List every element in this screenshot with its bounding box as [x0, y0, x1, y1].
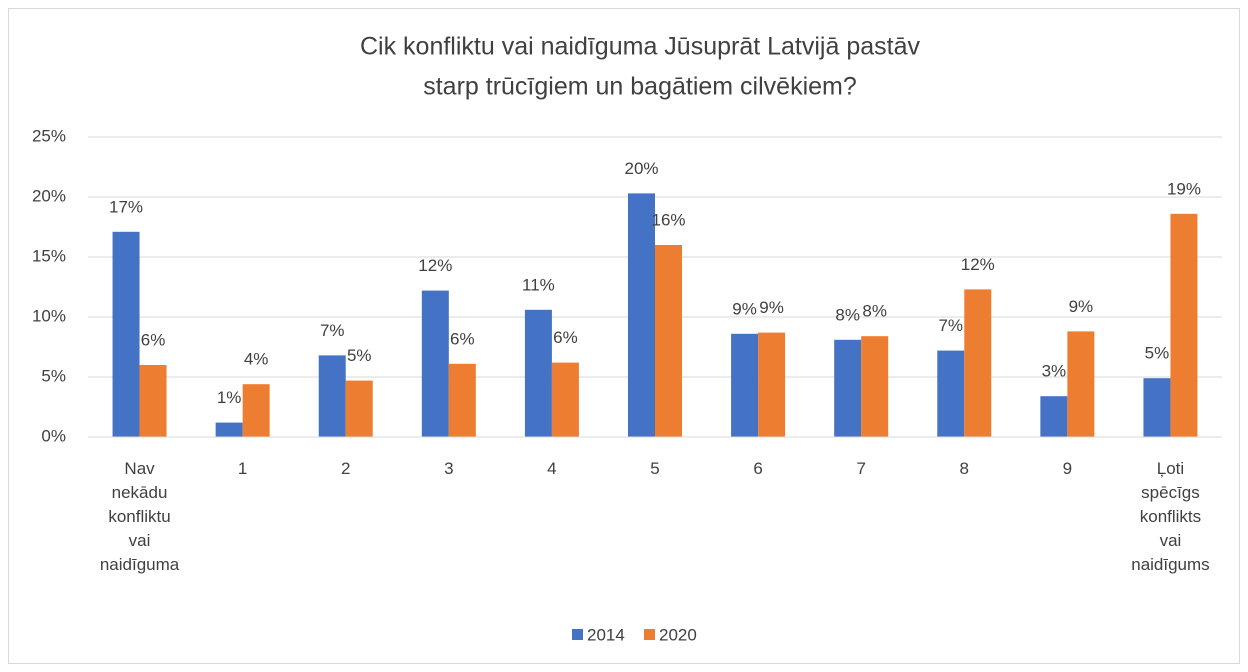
- bar: [628, 193, 655, 437]
- data-label: 12%: [418, 256, 452, 275]
- data-label: 9%: [759, 298, 784, 317]
- data-label: 16%: [651, 210, 685, 229]
- data-label: 9%: [732, 299, 757, 318]
- legend-swatch: [572, 629, 583, 640]
- data-label: 5%: [347, 346, 372, 365]
- x-tick-label: Ļoti spēcīgs konflikts vai naidīgums: [1131, 459, 1209, 574]
- x-tick-label: 5: [650, 459, 659, 478]
- x-tick-label: 6: [753, 459, 762, 478]
- bar: [1040, 396, 1068, 437]
- data-label: 4%: [244, 350, 269, 369]
- bar: [318, 355, 346, 437]
- x-tick-label: 9: [1063, 459, 1072, 478]
- data-label: 17%: [109, 197, 143, 216]
- data-label: 11%: [522, 275, 555, 294]
- chart-border: [8, 8, 1240, 664]
- chart-title: Cik konfliktu vai naidīguma Jūsuprāt Lat…: [360, 33, 921, 61]
- data-label: 9%: [1069, 297, 1094, 316]
- y-tick-label: 25%: [32, 126, 66, 145]
- data-label: 6%: [450, 329, 475, 348]
- data-label: 6%: [553, 328, 578, 347]
- x-tick-label: Nav nekādu konfliktu vai naidīguma: [100, 459, 180, 574]
- bar: [937, 350, 965, 437]
- bar: [112, 231, 140, 437]
- bar: [1143, 378, 1171, 437]
- data-label: 3%: [1042, 362, 1067, 381]
- bar: [861, 336, 889, 437]
- bar: [964, 289, 992, 437]
- x-tick-label: 2: [341, 459, 350, 478]
- y-tick-label: 10%: [32, 306, 66, 325]
- legend-label: 2014: [587, 625, 625, 644]
- x-tick-label: 8: [960, 459, 969, 478]
- y-tick-label: 15%: [32, 246, 66, 265]
- bar: [139, 365, 167, 437]
- bar: [834, 339, 862, 437]
- bar: [655, 245, 682, 437]
- data-label: 8%: [835, 305, 860, 324]
- y-tick-label: 0%: [41, 426, 66, 445]
- data-label: 12%: [961, 255, 995, 274]
- bar: [524, 309, 552, 437]
- data-label: 6%: [141, 330, 166, 349]
- x-tick-label: 1: [238, 459, 247, 478]
- legend-swatch: [644, 629, 655, 640]
- x-tick-label: 4: [547, 459, 556, 478]
- x-tick-label: 3: [444, 459, 453, 478]
- chart-title: starp trūcīgiem un bagātiem cilvēkiem?: [423, 73, 857, 101]
- bar: [215, 422, 243, 437]
- legend-label: 2020: [659, 625, 697, 644]
- data-label: 20%: [624, 159, 658, 178]
- data-label: 5%: [1145, 344, 1170, 363]
- data-label: 1%: [217, 388, 242, 407]
- bar: [1067, 331, 1095, 437]
- y-tick-label: 20%: [32, 186, 66, 205]
- bar: [345, 380, 373, 437]
- bar: [551, 362, 579, 437]
- bar: [448, 363, 476, 437]
- bar: [1170, 213, 1198, 437]
- bar: [758, 332, 786, 437]
- bar: [421, 290, 449, 437]
- y-tick-label: 5%: [41, 366, 66, 385]
- data-label: 8%: [862, 302, 887, 321]
- data-label: 7%: [320, 321, 345, 340]
- bar: [242, 384, 270, 437]
- bar: [731, 333, 759, 437]
- data-label: 7%: [938, 316, 963, 335]
- x-tick-label: 7: [856, 459, 865, 478]
- data-label: 19%: [1167, 179, 1201, 198]
